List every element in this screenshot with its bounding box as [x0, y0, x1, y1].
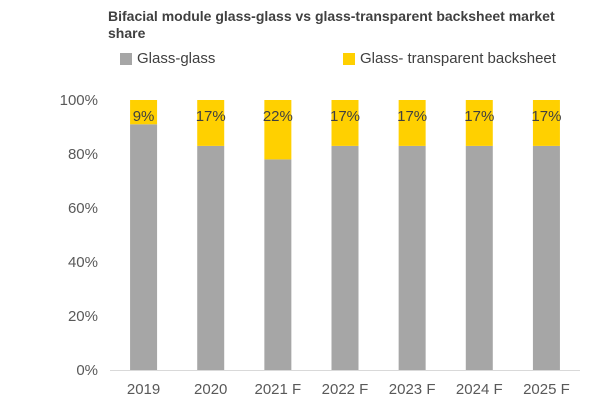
bar-glass-transparent-backsheet-0 [130, 100, 158, 125]
data-label-1: 17% [196, 108, 226, 125]
data-label-2: 22% [263, 108, 293, 125]
data-label-5: 17% [464, 108, 494, 125]
bar-glass-transparent-backsheet-3 [331, 100, 359, 146]
data-label-4: 17% [397, 108, 427, 125]
x-tick-label-1: 2020 [194, 381, 227, 398]
x-tick-label-4: 2023 F [389, 381, 436, 398]
x-tick-label-5: 2024 F [456, 381, 503, 398]
bar-glass-glass-2 [264, 159, 292, 370]
bar-glass-transparent-backsheet-2 [264, 100, 292, 160]
y-tick-label-0pct: 0% [76, 362, 98, 379]
bar-glass-glass-5 [465, 145, 493, 370]
data-label-0: 9% [133, 108, 155, 125]
y-tick-label-20pct: 20% [68, 308, 98, 325]
legend: Glass-glass Glass- transparent backsheet [120, 50, 590, 70]
bar-glass-glass-0 [130, 124, 158, 370]
bar-glass-transparent-backsheet-1 [197, 100, 225, 146]
data-label-6: 17% [531, 108, 561, 125]
x-tick-label-3: 2022 F [322, 381, 369, 398]
y-tick-label-80pct: 80% [68, 146, 98, 163]
data-label-3: 17% [330, 108, 360, 125]
legend-swatch-glass-glass [120, 52, 132, 65]
y-tick-label-100pct: 100% [60, 92, 98, 109]
bar-glass-transparent-backsheet-6 [532, 100, 560, 146]
legend-swatch-glass-transparent-backsheet [343, 52, 355, 65]
bar-glass-transparent-backsheet-4 [398, 100, 426, 146]
bar-glass-transparent-backsheet-5 [465, 100, 493, 146]
bar-glass-glass-1 [197, 145, 225, 370]
y-tick-label-40pct: 40% [68, 254, 98, 271]
x-tick-label-2: 2021 F [255, 381, 302, 398]
legend-item-glass-glass: Glass-glass [120, 50, 215, 67]
bar-glass-glass-6 [532, 145, 560, 370]
bar-glass-glass-3 [331, 145, 359, 370]
chart-title: Bifacial module glass-glass vs glass-tra… [108, 8, 555, 41]
legend-item-glass-transparent-backsheet: Glass- transparent backsheet [343, 50, 556, 67]
x-tick-label-6: 2025 F [523, 381, 570, 398]
y-tick-label-60pct: 60% [68, 200, 98, 217]
legend-label-glass-transparent-backsheet: Glass- transparent backsheet [360, 50, 556, 67]
legend-label-glass-glass: Glass-glass [137, 50, 216, 67]
x-tick-label-0: 2019 [127, 381, 160, 398]
bar-glass-glass-4 [398, 145, 426, 370]
